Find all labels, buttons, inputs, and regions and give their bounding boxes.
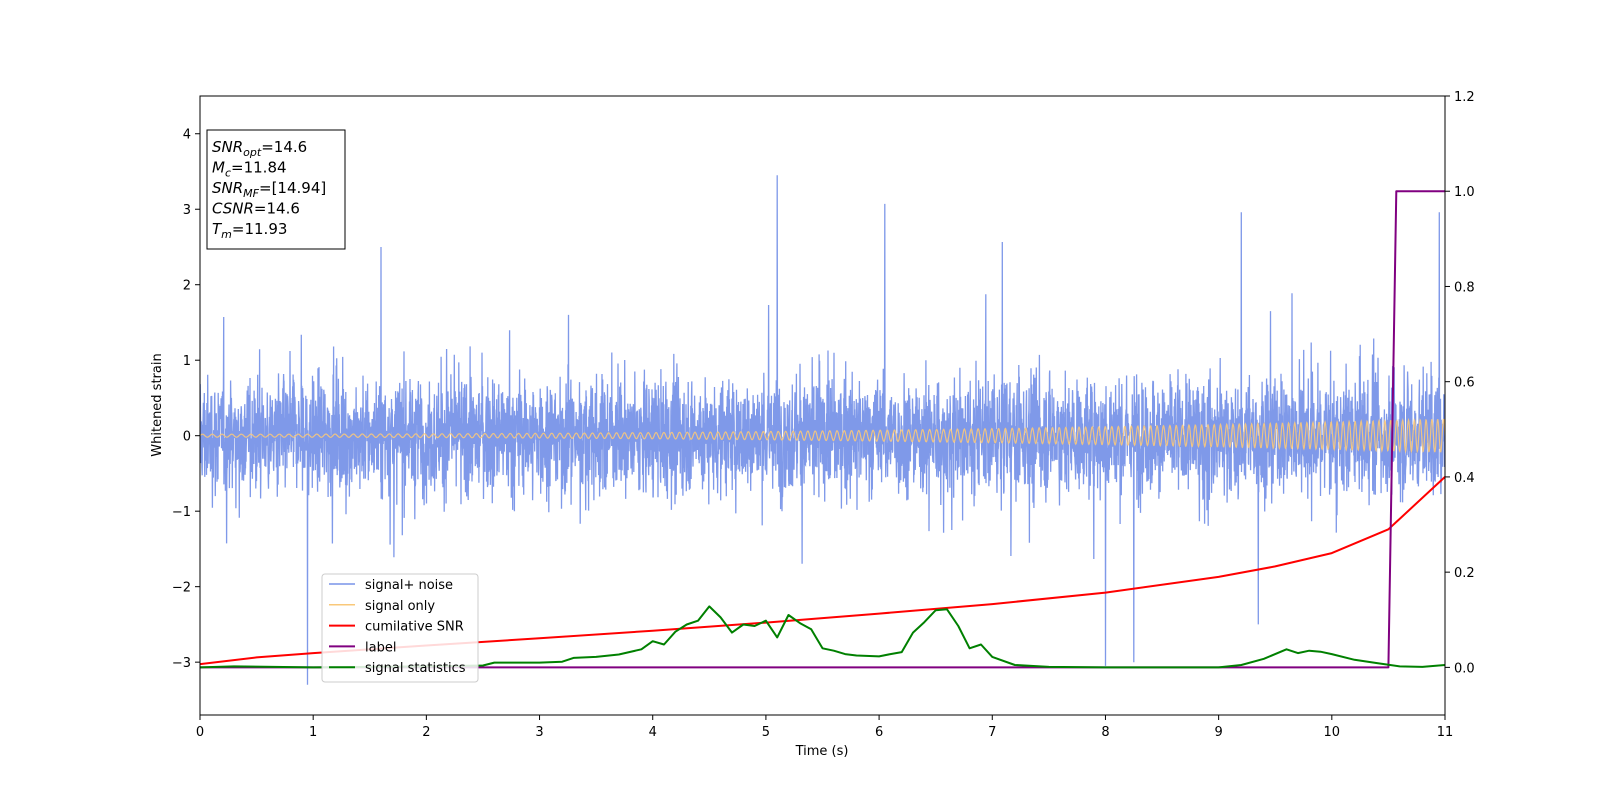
info-value: =14.6 <box>261 138 307 156</box>
x-tick-label: 10 <box>1324 725 1341 740</box>
legend-frame <box>321 573 479 683</box>
x-axis: 0 1 2 3 4 5 6 7 8 9 10 11 <box>196 715 1453 740</box>
y2-tick-label: 0.4 <box>1454 471 1475 486</box>
y-tick-label: −1 <box>172 505 191 520</box>
info-subscript: c <box>225 167 231 180</box>
x-tick-label: 5 <box>762 725 770 740</box>
info-box: SNRopt=14.6Mc=11.84SNRMF=[14.94]CSNR=14.… <box>206 129 346 250</box>
y2-tick-label: 0.8 <box>1454 280 1475 295</box>
info-symbol: T <box>212 220 223 238</box>
info-line: SNRopt=14.6 <box>212 138 307 159</box>
x-tick-label: 2 <box>422 725 430 740</box>
x-tick-label: 7 <box>988 725 996 740</box>
x-tick-label: 4 <box>649 725 657 740</box>
legend-label: signal+ noise <box>365 578 453 593</box>
legend-label: signal statistics <box>365 661 466 676</box>
y-tick-label: −2 <box>172 581 191 596</box>
info-subscript: opt <box>243 146 262 159</box>
y-tick-label: 4 <box>183 128 191 143</box>
y-tick-label: −3 <box>172 656 191 671</box>
x-axis-title: Time (s) <box>795 744 849 759</box>
x-tick-label: 11 <box>1437 725 1454 740</box>
y-tick-label: 1 <box>183 354 191 369</box>
legend-label: label <box>365 640 396 655</box>
info-line: Mc=11.84 <box>212 159 287 180</box>
series-label <box>200 190 1445 669</box>
info-subscript: m <box>221 228 232 241</box>
series-signal-only <box>200 417 1445 454</box>
y2-tick-label: 1.0 <box>1454 185 1475 200</box>
x-tick-label: 8 <box>1101 725 1109 740</box>
info-line: CSNR=14.6 <box>212 200 300 218</box>
info-symbol: CSNR <box>212 200 254 218</box>
info-box-frame <box>206 129 346 250</box>
y2-tick-label: 0.2 <box>1454 566 1475 581</box>
x-tick-label: 9 <box>1214 725 1222 740</box>
y-axis-left: −3 −2 −1 0 1 2 3 4 <box>172 128 200 671</box>
series-signal-statistics <box>200 605 1445 669</box>
info-symbol: SNR <box>212 179 243 197</box>
info-value: =11.84 <box>231 159 287 177</box>
x-tick-label: 1 <box>309 725 317 740</box>
info-line: SNRMF=[14.94] <box>212 179 326 200</box>
y-tick-label: 3 <box>183 203 191 218</box>
y-tick-label: 0 <box>183 430 191 445</box>
y2-tick-label: 0.0 <box>1454 661 1475 676</box>
info-symbol: SNR <box>212 138 243 156</box>
info-value: =14.6 <box>254 200 300 218</box>
info-value: =11.93 <box>232 220 288 238</box>
y-axis-right: 0.0 0.2 0.4 0.6 0.8 1.0 1.2 <box>1445 90 1475 676</box>
legend-label: signal only <box>365 599 435 614</box>
y2-tick-label: 1.2 <box>1454 90 1475 105</box>
y2-tick-label: 0.6 <box>1454 376 1475 391</box>
plot-frame <box>199 95 1446 716</box>
y-axis-title: Whitened strain <box>150 353 165 456</box>
x-tick-label: 6 <box>875 725 883 740</box>
legend-label: cumilative SNR <box>365 620 464 635</box>
legend: signal+ noise signal only cumilative SNR la… <box>321 573 479 683</box>
info-line: Tm=11.93 <box>212 220 287 241</box>
info-symbol: M <box>212 159 225 177</box>
y-tick-label: 2 <box>183 279 191 294</box>
series-signal-noise <box>200 175 1445 685</box>
info-value: =[14.94] <box>259 179 326 197</box>
x-tick-label: 3 <box>535 725 543 740</box>
info-subscript: MF <box>243 187 259 200</box>
x-tick-label: 0 <box>196 725 204 740</box>
